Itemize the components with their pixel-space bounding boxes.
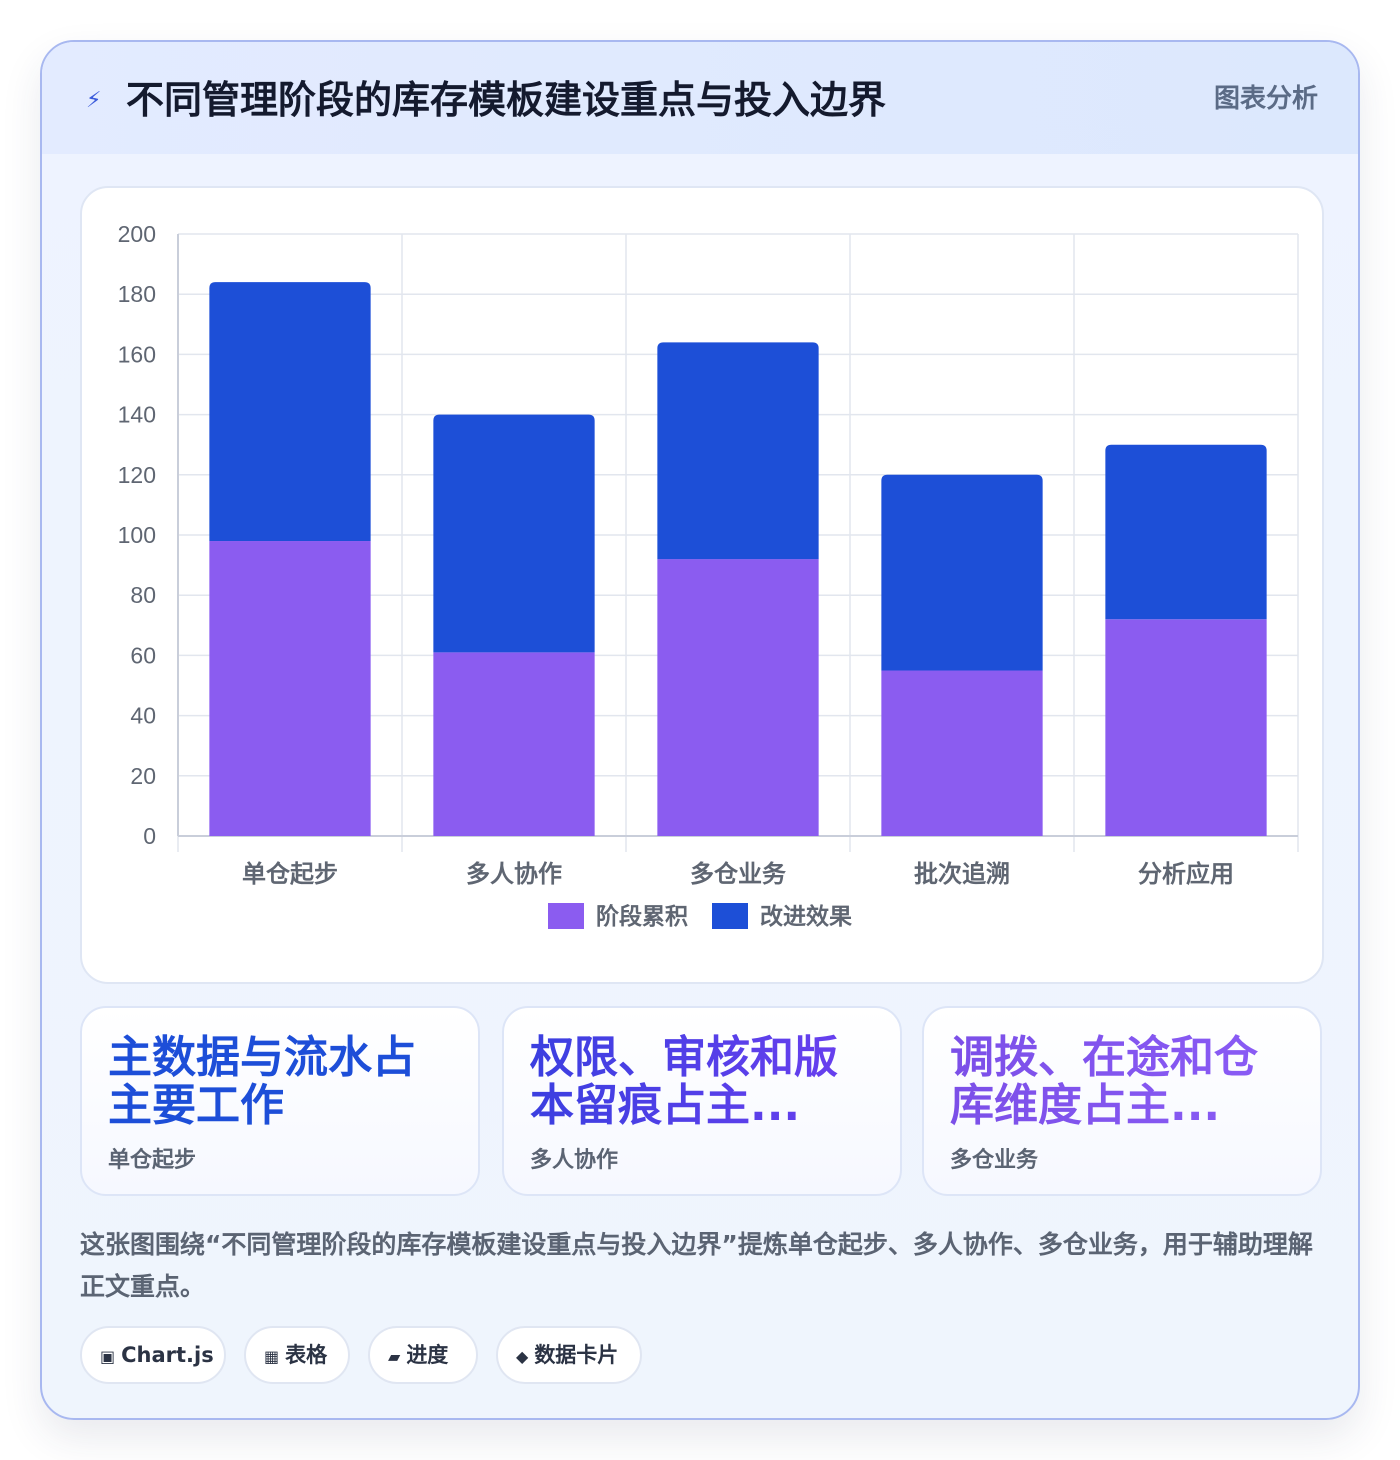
y-tick-label: 60 [130, 642, 156, 668]
chart-description: 这张图围绕“不同管理阶段的库存模板建设重点与投入边界”提炼单仓起步、多人协作、多… [80, 1230, 1313, 1301]
legend-swatch [712, 903, 748, 929]
card-header: ⚡ 不同管理阶段的库存模板建设重点与投入边界 图表分析 [42, 42, 1358, 154]
legend-label: 阶段累积 [596, 903, 688, 930]
chip-label: 表格 [285, 1343, 328, 1367]
kpi-card: 权限、审核和版本留痕占主... 多人协作 [502, 1006, 902, 1196]
chip-progress[interactable]: ▰ 进度 [368, 1326, 478, 1384]
y-tick-label: 40 [130, 703, 156, 729]
bar-segment [209, 541, 371, 836]
legend-swatch [548, 903, 584, 929]
legend-label: 改进效果 [760, 903, 852, 930]
x-tick-label: 分析应用 [1138, 860, 1234, 888]
lightning-icon: ⚡ [86, 88, 102, 113]
y-tick-label: 200 [118, 221, 156, 247]
bar-segment [1105, 619, 1267, 836]
y-tick-label: 140 [118, 402, 156, 428]
header-tag: 图表分析 [1213, 84, 1318, 114]
chart-card: ⚡ 不同管理阶段的库存模板建设重点与投入边界 图表分析 0 20 40 60 80 100… [40, 40, 1360, 1420]
y-tick-label: 160 [118, 341, 156, 367]
chip-chartjs[interactable]: ▣ Chart.js [80, 1326, 226, 1384]
stacked-bar-chart: 0 20 40 60 80 100 120 140 160 180 200 单仓起步 多人协作 多仓业务 批… [118, 221, 1299, 930]
x-tick-label: 批次追溯 [914, 860, 1010, 888]
kpi-card: 主数据与流水占主要工作 单仓起步 [80, 1006, 480, 1196]
x-tick-label: 多人协作 [466, 860, 562, 888]
y-tick-label: 80 [130, 582, 156, 608]
y-tick-label: 120 [118, 462, 156, 488]
bar-segment [433, 414, 595, 653]
kpi-label: 单仓起步 [108, 1148, 197, 1173]
y-tick-label: 180 [118, 281, 156, 307]
chip-label: 进度 [406, 1343, 449, 1367]
chip-label: Chart.js [121, 1343, 214, 1367]
kpi-card: 调拨、在途和仓库维度占主... 多仓业务 [922, 1006, 1322, 1196]
chip-label: 数据卡片 [534, 1343, 619, 1367]
chart-panel: 0 20 40 60 80 100 120 140 160 180 200 单仓起步 多人协作 多仓业务 批… [80, 186, 1324, 984]
y-tick-label: 100 [118, 522, 156, 548]
bar-segment [657, 342, 819, 560]
kpi-label: 多人协作 [530, 1148, 619, 1173]
bar-segment [881, 670, 1043, 836]
chart-icon: ▣ [100, 1347, 116, 1366]
kpi-value: 主数据与流水占主要工作 [108, 1034, 458, 1130]
y-tick-label: 20 [130, 763, 156, 789]
bar-segment [209, 282, 371, 542]
bar-segment [1105, 444, 1267, 620]
chip-table[interactable]: ▦ 表格 [244, 1326, 350, 1384]
x-tick-label: 多仓业务 [690, 860, 787, 888]
table-icon: ▦ [264, 1347, 280, 1366]
kpi-label: 多仓业务 [950, 1148, 1039, 1173]
page-title: 不同管理阶段的库存模板建设重点与投入边界 [126, 78, 887, 122]
kpi-value: 权限、审核和版本留痕占主... [530, 1034, 880, 1130]
bar-segment [657, 559, 819, 836]
x-tick-label: 单仓起步 [242, 860, 338, 888]
bar-segment [881, 474, 1043, 671]
y-tick-label: 0 [143, 823, 156, 849]
kpi-value: 调拨、在途和仓库维度占主... [950, 1034, 1300, 1130]
progress-icon: ▰ [388, 1347, 401, 1366]
bar-segment [433, 652, 595, 836]
chip-data-card[interactable]: ◆ 数据卡片 [496, 1326, 642, 1384]
diamond-icon: ◆ [516, 1347, 529, 1366]
